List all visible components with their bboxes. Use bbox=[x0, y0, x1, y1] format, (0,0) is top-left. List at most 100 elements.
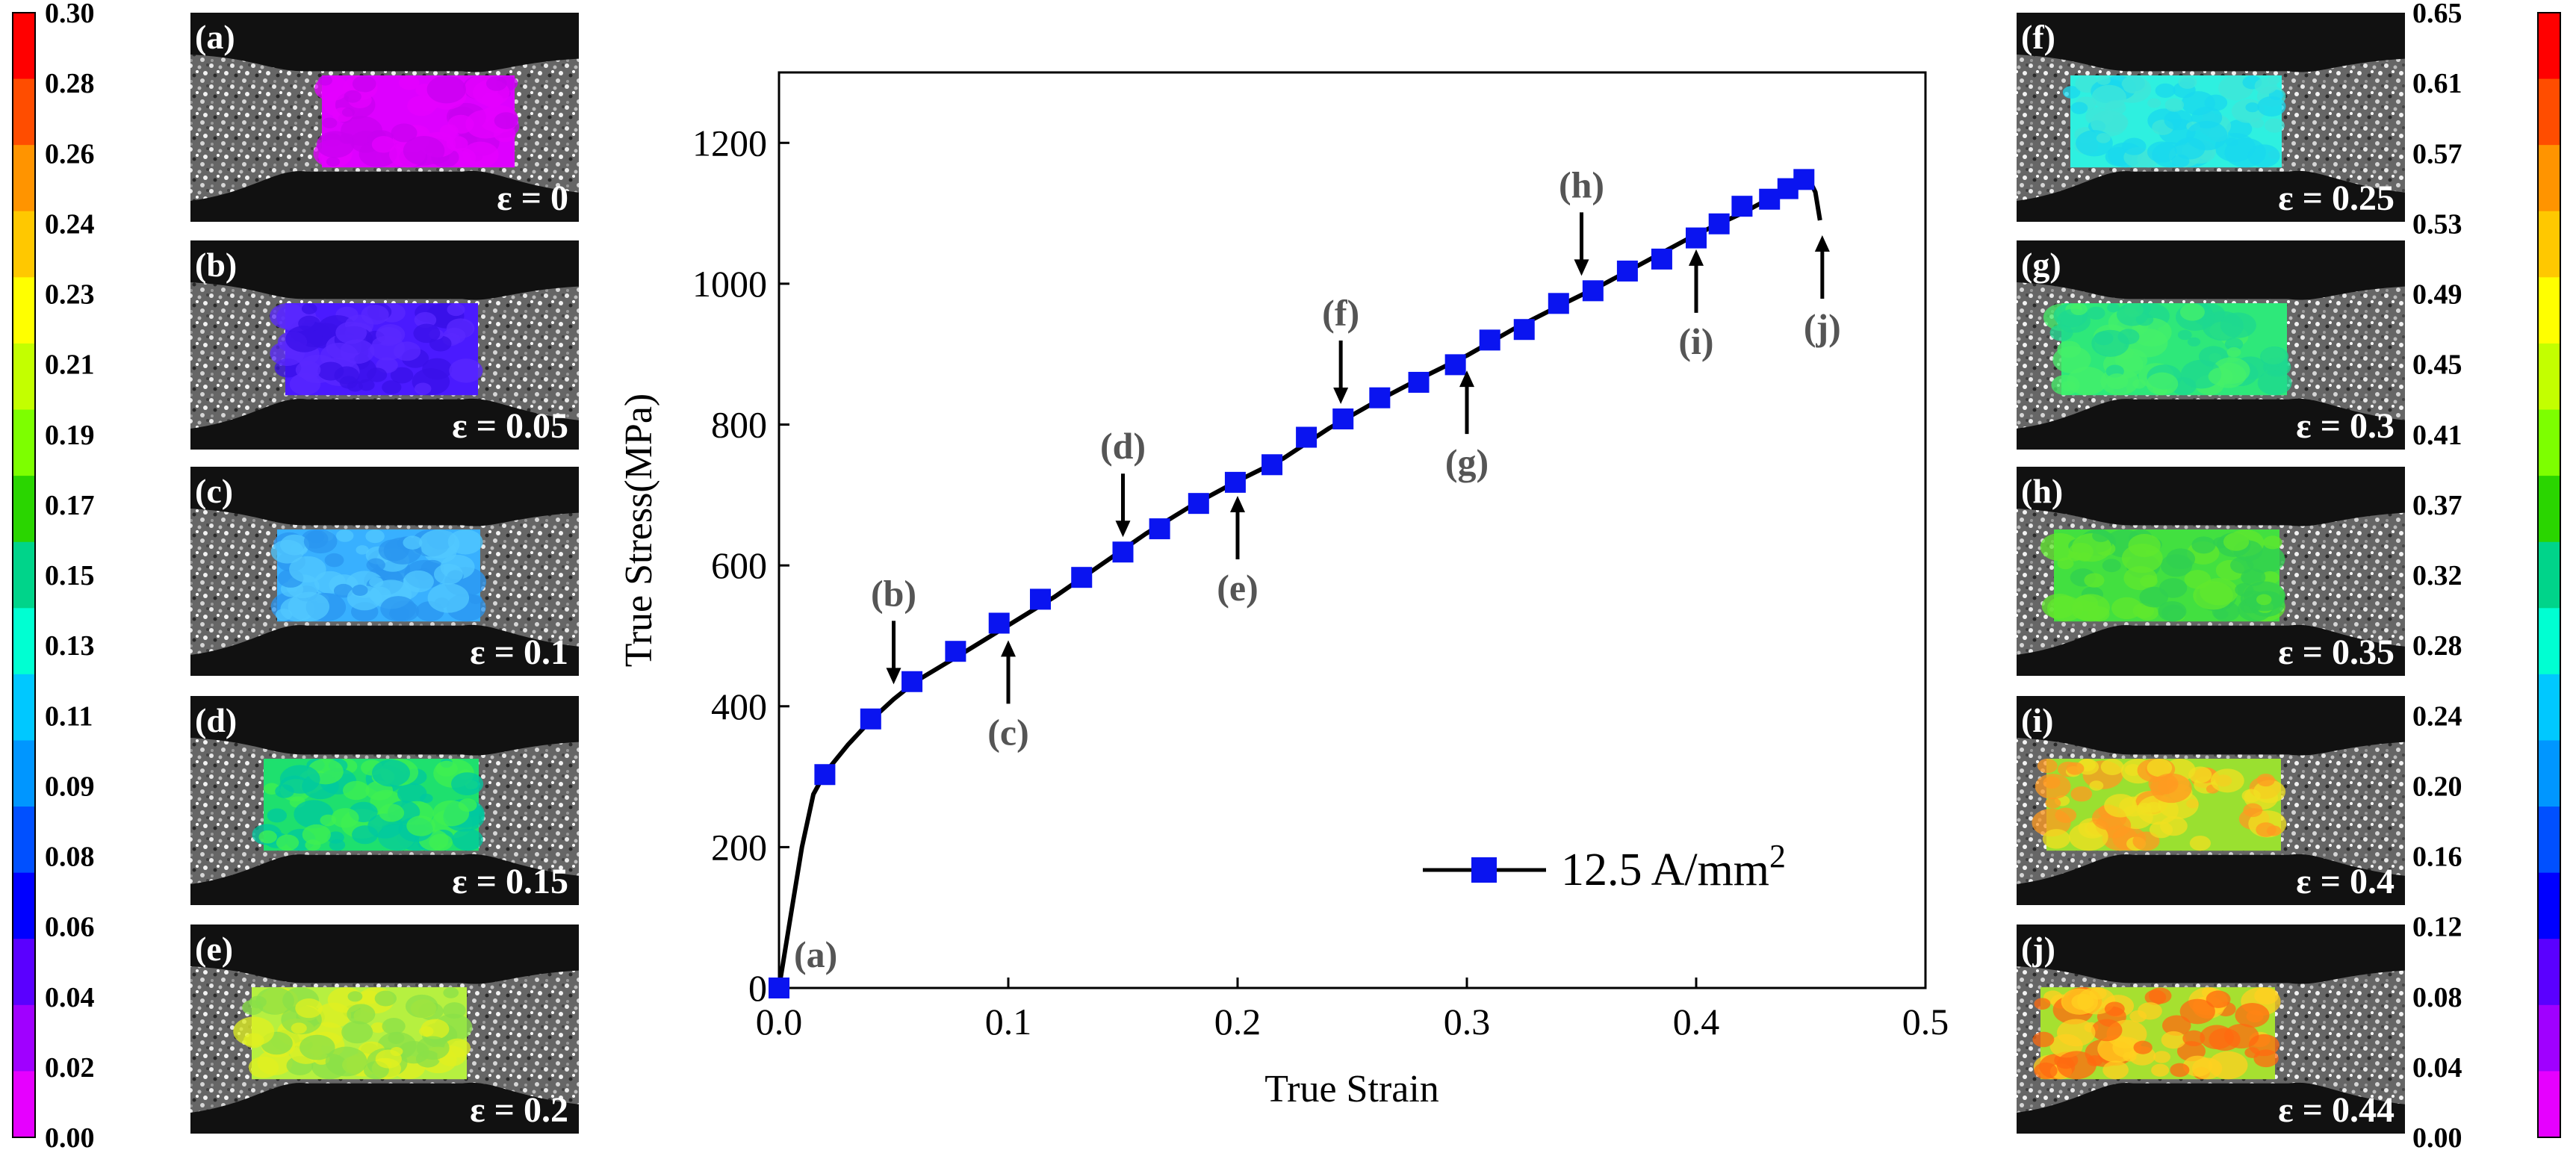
y-tick-label: 1000 bbox=[692, 263, 767, 305]
strain-blob bbox=[2178, 75, 2197, 89]
strain-blob bbox=[420, 793, 433, 804]
strain-blob bbox=[407, 95, 436, 116]
x-tick-label: 0.1 bbox=[985, 1001, 1032, 1042]
grip-top bbox=[190, 696, 579, 756]
left-colorbar-tick-label: 0.19 bbox=[45, 420, 95, 451]
right-colorbar-segment bbox=[2538, 1004, 2560, 1072]
strain-blob bbox=[2111, 597, 2143, 620]
legend-marker bbox=[1471, 857, 1497, 883]
grip-bottom bbox=[2017, 398, 2405, 450]
y-tick-label: 200 bbox=[711, 826, 767, 868]
strain-blob bbox=[393, 341, 421, 361]
strain-blob bbox=[2164, 98, 2185, 112]
x-tick-label: 0.3 bbox=[1444, 1001, 1491, 1042]
strain-blob bbox=[2266, 825, 2282, 836]
left-colorbar-segment bbox=[13, 1004, 35, 1072]
right-colorbar-tick-label: 0.32 bbox=[2412, 560, 2462, 591]
left-colorbar-tick-label: 0.24 bbox=[45, 208, 95, 240]
dic-panel-h: (h) ε = 0.35 bbox=[2017, 467, 2405, 676]
strain-blob bbox=[2148, 987, 2172, 1004]
left-colorbar-tick-label: 0.00 bbox=[45, 1122, 95, 1154]
grip-top bbox=[190, 13, 579, 72]
strain-blob bbox=[279, 765, 320, 794]
grip-top bbox=[190, 240, 579, 300]
strain-value-text: ε = 0 bbox=[497, 178, 568, 218]
strain-blob bbox=[375, 1049, 402, 1069]
grip-bottom bbox=[190, 398, 579, 450]
right-colorbar-tick-label: 0.04 bbox=[2412, 1052, 2462, 1084]
panel-label: (b) bbox=[195, 246, 237, 284]
panel-label: (h) bbox=[2021, 472, 2063, 510]
data-point bbox=[1071, 567, 1093, 588]
strain-blob bbox=[340, 339, 375, 364]
left-colorbar-segment bbox=[13, 740, 35, 807]
grip-top bbox=[190, 925, 579, 984]
annotation-d: (d) bbox=[1100, 425, 1146, 538]
strain-blob bbox=[2034, 998, 2051, 1010]
strain-blob bbox=[300, 1034, 335, 1060]
data-point bbox=[1408, 371, 1430, 393]
strain-blob bbox=[2254, 987, 2279, 1005]
annotation-arrow-head bbox=[886, 668, 901, 685]
strain-blob bbox=[2235, 582, 2254, 597]
left-colorbar-segment bbox=[13, 476, 35, 543]
strain-blob bbox=[2107, 303, 2120, 313]
strain-blob bbox=[446, 318, 475, 339]
strain-blob bbox=[2150, 773, 2192, 804]
left-colorbar-tick-label: 0.26 bbox=[45, 138, 95, 170]
strain-blob bbox=[468, 594, 482, 605]
annotation-f: (f) bbox=[1322, 292, 1359, 404]
strain-blob bbox=[399, 75, 420, 90]
strain-blob bbox=[2089, 987, 2107, 1000]
strain-blob bbox=[2182, 1030, 2206, 1047]
panel-label: (j) bbox=[2021, 930, 2055, 968]
annotation-a: (a) bbox=[794, 933, 837, 975]
legend: 12.5 A/mm2 bbox=[1423, 838, 1786, 895]
grip-bottom bbox=[2017, 1082, 2405, 1134]
data-point bbox=[1616, 260, 1638, 282]
stress-strain-chart: 0.0 0.1 0.2 0.3 0.4 0.5 0 200 400 600 800 1000 1200… bbox=[618, 71, 1949, 1110]
strain-blob bbox=[406, 815, 435, 836]
strain-blob bbox=[335, 529, 354, 542]
strain-blob bbox=[2104, 1001, 2125, 1016]
strain-blob bbox=[2133, 1040, 2153, 1054]
strain-blob bbox=[316, 131, 355, 158]
left-colorbar-tick-label: 0.17 bbox=[45, 490, 95, 521]
strain-blob bbox=[368, 586, 391, 603]
strain-blob bbox=[376, 324, 406, 345]
data-point bbox=[1793, 169, 1815, 190]
strain-blob bbox=[2138, 1002, 2162, 1020]
strain-blob bbox=[365, 529, 385, 544]
strain-blob bbox=[248, 1056, 279, 1078]
strain-blob bbox=[2177, 329, 2192, 341]
left-colorbar-tick-label: 0.09 bbox=[45, 771, 95, 802]
y-tick-label: 600 bbox=[711, 544, 767, 586]
strain-blob bbox=[2161, 1031, 2186, 1049]
strain-blob bbox=[451, 772, 484, 796]
right-colorbar-tick-label: 0.20 bbox=[2412, 771, 2462, 802]
dic-panel-c: (c) ε = 0.1 bbox=[190, 467, 579, 676]
strain-blob bbox=[366, 558, 385, 572]
dic-panels-left: (a) ε = 0 (b) ε = 0.05 (c) ε = 0.1 (d) ε = 0.15… bbox=[190, 13, 579, 1134]
y-tick-label: 400 bbox=[711, 686, 767, 727]
strain-blob bbox=[2069, 822, 2108, 851]
strain-blob bbox=[2155, 83, 2176, 98]
left-colorbar-segment bbox=[13, 409, 35, 476]
right-colorbar-tick-label: 0.65 bbox=[2412, 0, 2462, 29]
strain-blob bbox=[2102, 559, 2121, 573]
right-colorbar-tick-label: 0.53 bbox=[2412, 208, 2462, 240]
strain-blob bbox=[397, 783, 427, 804]
grip-bottom bbox=[2017, 624, 2405, 676]
point-annotations: (a) (b) (c) (d) (e) (f) (g) (h) (i) (j) bbox=[794, 164, 1841, 975]
strain-blob bbox=[2158, 601, 2187, 622]
strain-blob bbox=[2161, 1015, 2191, 1037]
grip-bottom bbox=[190, 624, 579, 676]
right-colorbar-tick-label: 0.41 bbox=[2412, 420, 2462, 451]
strain-blob bbox=[2032, 808, 2071, 837]
strain-blob bbox=[352, 75, 376, 93]
data-point bbox=[1582, 280, 1604, 302]
strain-blob bbox=[2226, 119, 2253, 138]
left-colorbar-segment bbox=[13, 78, 35, 146]
strain-blob bbox=[291, 1022, 307, 1034]
